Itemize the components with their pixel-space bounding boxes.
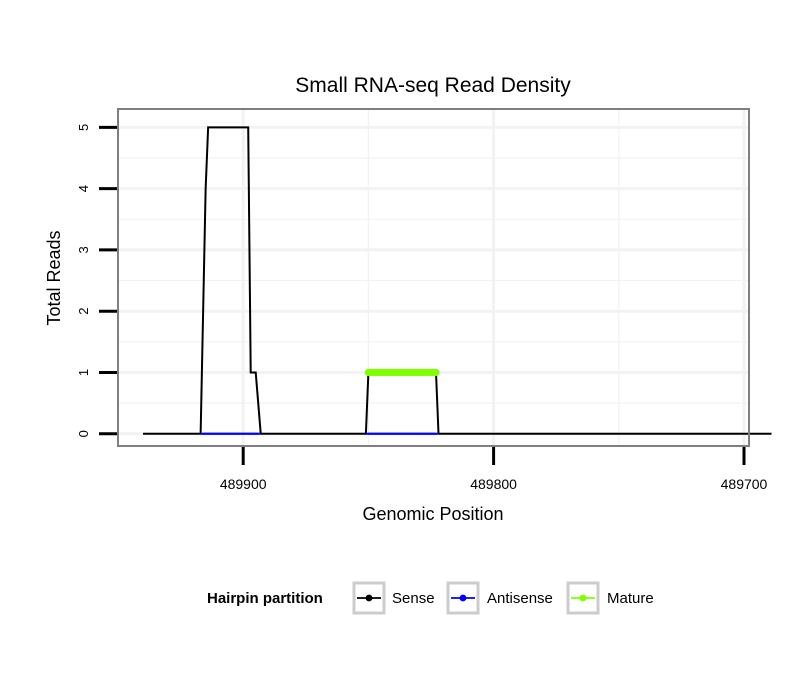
y-tick-label: 2: [76, 308, 91, 315]
legend-label-antisense: Antisense: [487, 590, 553, 607]
y-tick-label: 3: [76, 246, 91, 253]
y-tick-label: 5: [76, 124, 91, 131]
y-axis: 0 1 2 3 4 5: [76, 124, 117, 437]
x-axis-label: Genomic Position: [362, 504, 503, 524]
y-tick-label: 1: [76, 369, 91, 376]
legend: Hairpin partition Sense Antisense Mature: [207, 581, 654, 615]
legend-key-mature-marker: [579, 594, 587, 602]
legend-label-sense: Sense: [392, 590, 435, 607]
legend-key-sense-marker: [365, 594, 373, 602]
x-tick-label: 489700: [721, 476, 768, 492]
legend-label-mature: Mature: [607, 590, 654, 607]
x-tick-label: 489800: [470, 476, 517, 492]
legend-title: Hairpin partition: [207, 590, 323, 607]
y-tick-label: 4: [76, 185, 91, 192]
panel-border: [117, 108, 750, 447]
x-tick-label: 489900: [220, 476, 267, 492]
y-axis-label: Total Reads: [44, 230, 64, 325]
legend-key-antisense-marker: [459, 594, 467, 602]
chart-title: Small RNA-seq Read Density: [295, 74, 571, 97]
series-layer: [143, 126, 772, 435]
y-tick-label: 0: [76, 430, 91, 437]
x-axis: 489900 489800 489700: [220, 447, 768, 492]
